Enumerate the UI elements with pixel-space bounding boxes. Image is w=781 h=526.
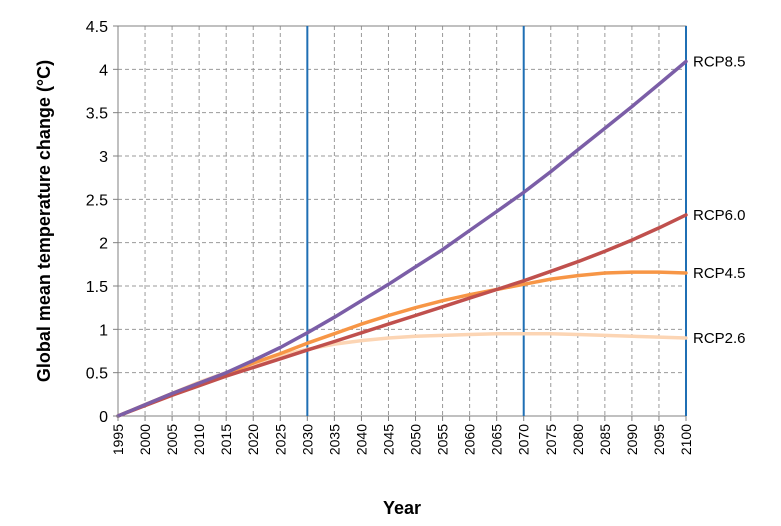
x-tick-label: 2080 (570, 424, 586, 455)
series-label-rcp60: RCP6.0 (693, 207, 746, 224)
series-line-rcp85 (116, 59, 688, 418)
x-tick-label: 2060 (462, 424, 478, 455)
plot-area (117, 25, 687, 417)
series-line-rcp45 (116, 270, 688, 418)
x-tick-label: 2100 (678, 424, 694, 455)
x-tick-label: 2090 (624, 424, 640, 455)
x-axis-ticks: 1995 2000 2005 2010 2015 2020 2025 2030 2035 2040… (110, 416, 694, 455)
x-tick-label: 2050 (408, 424, 424, 455)
x-tick-label: 2065 (489, 424, 505, 455)
grid (118, 25, 686, 416)
y-tick-label: 0.5 (86, 366, 108, 383)
y-tick-label: 3.5 (86, 106, 108, 123)
y-tick-label: 3 (99, 149, 108, 166)
x-tick-label: 2075 (543, 424, 559, 455)
x-tick-label: 1995 (110, 424, 126, 455)
x-tick-label: 2070 (516, 424, 532, 455)
y-tick-label: 1 (99, 322, 108, 339)
x-tick-label: 2025 (272, 424, 288, 455)
series-labels: RCP8.5 RCP6.0 RCP4.5 RCP2.6 (693, 54, 746, 347)
x-tick-label: 2085 (597, 424, 613, 455)
x-tick-label: 2030 (299, 424, 315, 455)
series-lines (116, 59, 688, 418)
x-tick-label: 2035 (326, 424, 342, 455)
series-label-rcp45: RCP4.5 (693, 265, 746, 282)
y-tick-label: 2 (99, 236, 108, 253)
x-tick-label: 2040 (353, 424, 369, 455)
y-tick-label: 1.5 (86, 279, 108, 296)
x-tick-label: 2000 (137, 424, 153, 455)
x-tick-label: 2005 (164, 424, 180, 455)
y-axis-ticks: 0 0.5 1 1.5 2 2.5 3 3.5 4 4.5 (86, 19, 118, 426)
x-tick-label: 2020 (245, 424, 261, 455)
x-tick-label: 2045 (380, 424, 396, 455)
x-tick-label: 2010 (191, 424, 207, 455)
x-tick-label: 2015 (218, 424, 234, 455)
y-axis-label: Global mean temperature change (°C) (34, 60, 54, 382)
x-tick-label: 2055 (435, 424, 451, 455)
series-line-rcp26 (116, 331, 688, 418)
series-line-rcp60 (116, 213, 688, 418)
y-tick-label: 4.5 (86, 19, 108, 36)
y-tick-label: 2.5 (86, 192, 108, 209)
series-label-rcp85: RCP8.5 (693, 54, 746, 71)
y-tick-label: 4 (99, 62, 108, 79)
x-tick-label: 2095 (651, 424, 667, 455)
y-tick-label: 0 (99, 409, 108, 426)
x-axis-label: Year (383, 498, 421, 518)
series-label-rcp26: RCP2.6 (693, 330, 746, 347)
